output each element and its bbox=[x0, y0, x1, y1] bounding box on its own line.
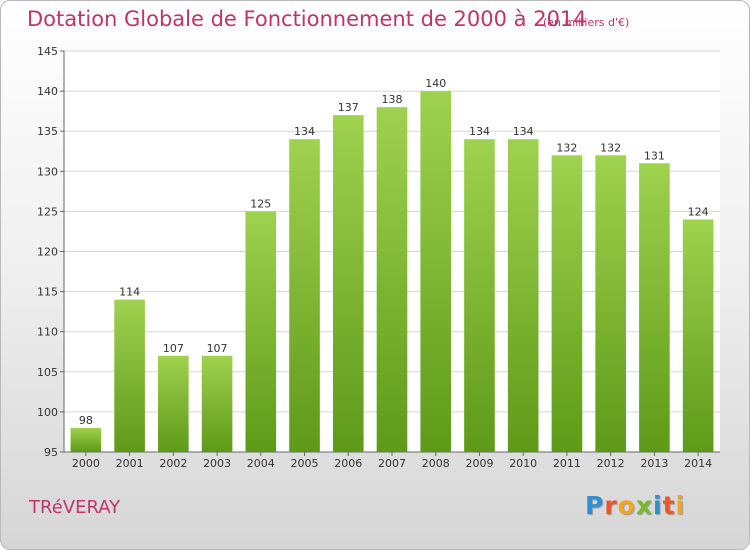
y-tick-label: 135 bbox=[37, 125, 58, 138]
logo-letter: P bbox=[585, 491, 605, 520]
x-tick-label: 2003 bbox=[203, 457, 231, 470]
x-tick-label: 2007 bbox=[378, 457, 406, 470]
x-tick-label: 2010 bbox=[509, 457, 537, 470]
y-tick-label: 145 bbox=[37, 45, 58, 58]
bar-value-label: 138 bbox=[382, 93, 403, 106]
proxiti-logo: Proxiti bbox=[585, 491, 685, 520]
x-tick-label: 2014 bbox=[684, 457, 712, 470]
x-tick-label: 2012 bbox=[597, 457, 625, 470]
bar-value-label: 137 bbox=[338, 101, 359, 114]
logo-letter: o bbox=[617, 491, 636, 520]
bar-value-label: 132 bbox=[600, 141, 621, 154]
x-tick-label: 2000 bbox=[72, 457, 100, 470]
bar-value-label: 134 bbox=[294, 125, 315, 138]
bar-value-label: 134 bbox=[513, 125, 534, 138]
bar-value-label: 134 bbox=[469, 125, 490, 138]
bar bbox=[551, 155, 583, 452]
y-tick-label: 110 bbox=[37, 326, 58, 339]
y-tick-label: 140 bbox=[37, 85, 58, 98]
chart-subtitle: (en milliers d'€) bbox=[543, 16, 630, 29]
x-tick-label: 2008 bbox=[422, 457, 450, 470]
bar-value-label: 131 bbox=[644, 149, 665, 162]
bar bbox=[682, 219, 714, 452]
logo-letter: i bbox=[675, 491, 686, 520]
y-tick-label: 120 bbox=[37, 246, 58, 259]
x-tick-label: 2002 bbox=[159, 457, 187, 470]
y-tick-label: 115 bbox=[37, 286, 58, 299]
logo-letter: t bbox=[662, 491, 676, 520]
bar-value-label: 125 bbox=[250, 197, 271, 210]
bar bbox=[376, 107, 408, 452]
bar bbox=[289, 139, 320, 452]
bar bbox=[114, 299, 145, 452]
logo-letter: x bbox=[635, 491, 653, 520]
chart-title: Dotation Globale de Fonctionnement de 20… bbox=[27, 7, 587, 31]
bar bbox=[201, 355, 233, 452]
bar bbox=[420, 91, 452, 452]
bar bbox=[507, 139, 539, 452]
bar-value-label: 114 bbox=[119, 286, 140, 299]
logo-letter: i bbox=[653, 491, 663, 520]
bar-value-label: 132 bbox=[556, 141, 577, 154]
bar-value-label: 98 bbox=[79, 414, 93, 427]
x-tick-label: 2009 bbox=[465, 457, 493, 470]
bar bbox=[464, 139, 495, 452]
bar bbox=[332, 115, 364, 452]
x-tick-label: 2004 bbox=[247, 457, 275, 470]
bar bbox=[639, 163, 670, 452]
y-tick-label: 105 bbox=[37, 366, 58, 379]
bar bbox=[158, 355, 189, 452]
x-tick-label: 2005 bbox=[291, 457, 319, 470]
x-tick-label: 2013 bbox=[640, 457, 668, 470]
bar bbox=[245, 211, 277, 452]
bar-value-label: 107 bbox=[207, 342, 228, 355]
y-tick-label: 95 bbox=[44, 446, 58, 459]
bar bbox=[70, 427, 102, 452]
bar-value-label: 140 bbox=[425, 77, 446, 90]
x-tick-label: 2011 bbox=[553, 457, 581, 470]
y-tick-label: 100 bbox=[37, 406, 58, 419]
x-tick-label: 2001 bbox=[116, 457, 144, 470]
bar-value-label: 124 bbox=[688, 205, 709, 218]
bar bbox=[595, 155, 626, 452]
y-tick-label: 125 bbox=[37, 205, 58, 218]
bar-value-label: 107 bbox=[163, 342, 184, 355]
y-tick-label: 130 bbox=[37, 165, 58, 178]
x-tick-label: 2006 bbox=[334, 457, 362, 470]
logo-letter: r bbox=[604, 491, 618, 520]
town-name: TRéVERAY bbox=[29, 497, 121, 518]
